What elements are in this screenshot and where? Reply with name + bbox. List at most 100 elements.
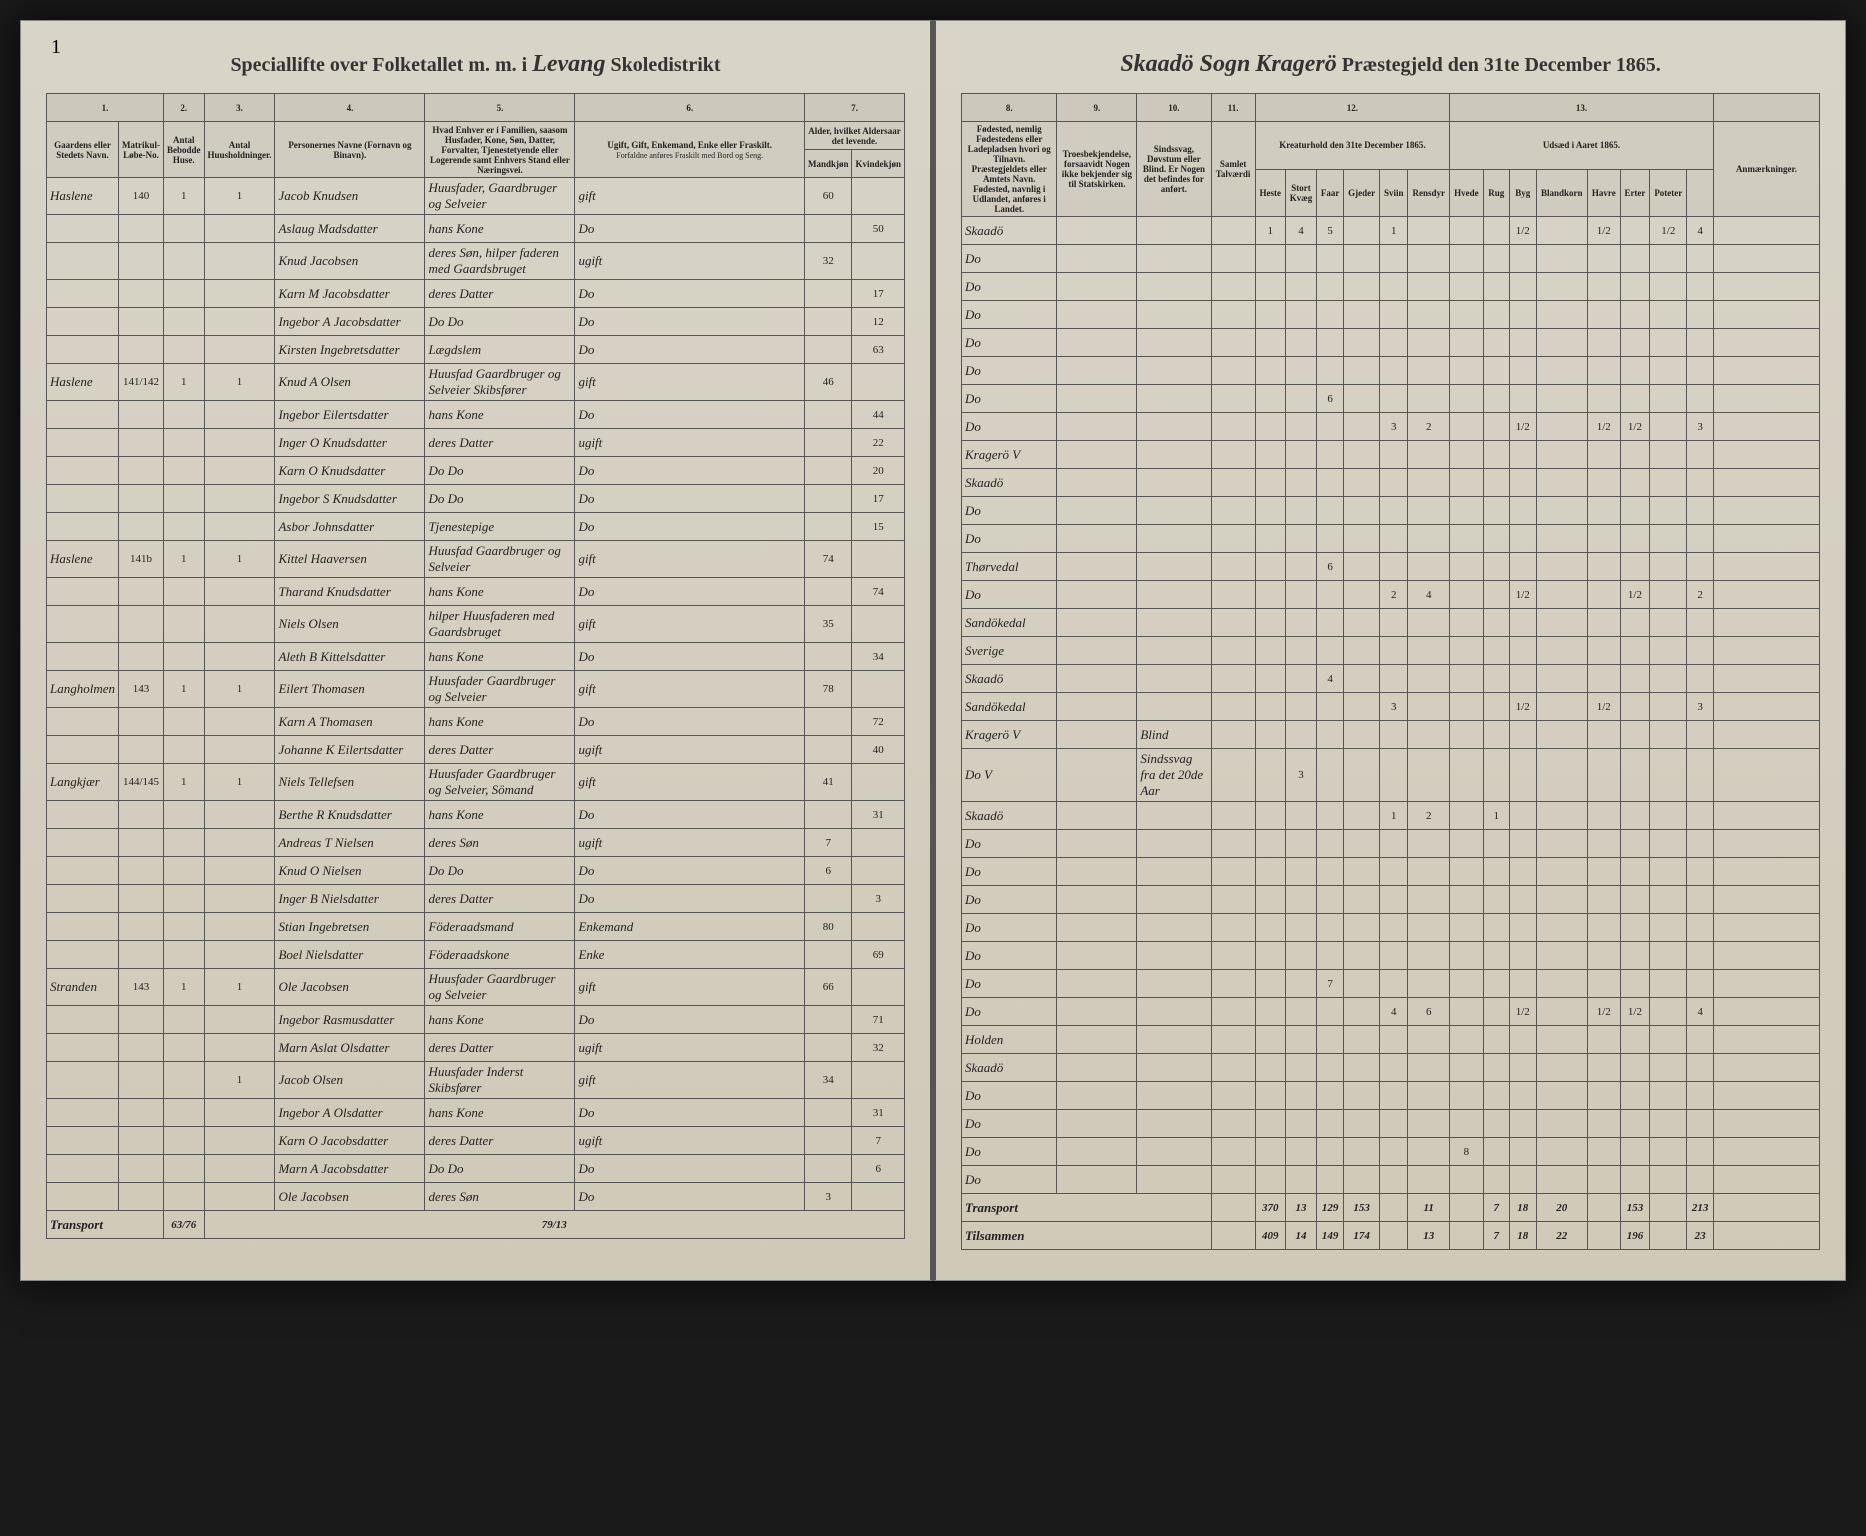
cell-k0: [1255, 914, 1285, 942]
cell-huus: [164, 1099, 205, 1127]
cell-k10: [1587, 970, 1620, 998]
cell-k7: [1483, 637, 1509, 665]
cell-k6: [1450, 245, 1483, 273]
cell-k13: [1687, 553, 1713, 581]
cell-k3: [1344, 301, 1380, 329]
cell-huus: [164, 243, 205, 280]
cell-kvind: 34: [852, 643, 905, 671]
detail-row: Do6: [962, 385, 1820, 413]
cell-k3: [1344, 830, 1380, 858]
cell-matr: 143: [119, 969, 164, 1006]
cell-anm: [1713, 385, 1819, 413]
cell-k10: [1587, 942, 1620, 970]
cell-k13: [1687, 721, 1713, 749]
seed-col: Erter: [1620, 169, 1650, 217]
cell-fode: Do: [962, 886, 1057, 914]
cell-mand: 60: [804, 178, 852, 215]
cell-samlet: [1211, 525, 1255, 553]
cell-k10: [1587, 553, 1620, 581]
cell-navn: Ole Jacobsen: [275, 1183, 425, 1211]
cell-k13: [1687, 802, 1713, 830]
cell-k7: [1483, 497, 1509, 525]
cell-stand: hans Kone: [425, 578, 575, 606]
cell-k3: [1344, 525, 1380, 553]
cell-k7: [1483, 217, 1509, 245]
cell-fode: Sverige: [962, 637, 1057, 665]
cell-k10: [1587, 273, 1620, 301]
cell-huus: [164, 578, 205, 606]
total-val: 11: [1408, 1194, 1450, 1222]
cell-k11: [1620, 469, 1650, 497]
left-header: Speciallifte over Folketallet m. m. i Le…: [46, 51, 905, 78]
cell-mand: [804, 1034, 852, 1062]
cell-kvind: [852, 913, 905, 941]
cell-troes: [1057, 609, 1137, 637]
cell-samlet: [1211, 914, 1255, 942]
cell-civil: ugift: [575, 1127, 805, 1155]
col4: 4.: [275, 94, 425, 122]
right-header: Skaadö Sogn Kragerö Præstegjeld den 31te…: [961, 51, 1820, 78]
cell-k13: [1687, 914, 1713, 942]
cell-k2: 4: [1317, 665, 1344, 693]
cell-matr: [119, 829, 164, 857]
cell-k0: [1255, 413, 1285, 441]
cell-huus: [164, 1183, 205, 1211]
cell-k3: [1344, 665, 1380, 693]
cell-k3: [1344, 749, 1380, 802]
cell-k12: [1650, 637, 1687, 665]
cell-gaard: [47, 913, 119, 941]
cell-k9: [1536, 998, 1587, 1026]
cell-k4: [1380, 609, 1408, 637]
cell-k2: [1317, 301, 1344, 329]
cell-k5: [1408, 886, 1450, 914]
cell-k7: [1483, 998, 1509, 1026]
cell-stand: hans Kone: [425, 1099, 575, 1127]
cell-matr: [119, 336, 164, 364]
col12: 12.: [1255, 94, 1449, 122]
cell-troes: [1057, 329, 1137, 357]
cell-kvind: [852, 1183, 905, 1211]
cell-k11: [1620, 721, 1650, 749]
cell-anm: [1713, 581, 1819, 609]
cell-sinds: [1137, 525, 1211, 553]
cell-k12: [1650, 1026, 1687, 1054]
cell-civil: Do: [575, 708, 805, 736]
cell-k1: [1285, 497, 1316, 525]
hdr-civil: Ugift, Gift, Enkemand, Enke eller Fraski…: [575, 122, 805, 178]
animal-col: Heste: [1255, 169, 1285, 217]
cell-k5: 6: [1408, 998, 1450, 1026]
cell-k10: [1587, 385, 1620, 413]
cell-navn: Karn O Jacobsdatter: [275, 1127, 425, 1155]
cell-k13: [1687, 970, 1713, 998]
cell-sinds: [1137, 1026, 1211, 1054]
cell-gaard: [47, 1183, 119, 1211]
cell-k3: [1344, 998, 1380, 1026]
cell-k10: 1/2: [1587, 998, 1620, 1026]
cell-troes: [1057, 858, 1137, 886]
cell-samlet: [1211, 581, 1255, 609]
detail-row: Do: [962, 525, 1820, 553]
total-val: 129: [1317, 1194, 1344, 1222]
cell-k12: [1650, 469, 1687, 497]
cell-k13: [1687, 1166, 1713, 1194]
detail-row: Do: [962, 942, 1820, 970]
cell-gaard: [47, 280, 119, 308]
cell-k4: [1380, 441, 1408, 469]
cell-sinds: Blind: [1137, 721, 1211, 749]
cell-k2: [1317, 1166, 1344, 1194]
cell-k10: [1587, 914, 1620, 942]
cell-gaard: [47, 401, 119, 429]
cell-k12: [1650, 1082, 1687, 1110]
cell-troes: [1057, 1054, 1137, 1082]
right-table: 8. 9. 10. 11. 12. 13. Fødested, nemlig F…: [961, 93, 1820, 1250]
cell-k8: 1/2: [1510, 581, 1536, 609]
cell-anm: [1713, 637, 1819, 665]
cell-k6: [1450, 609, 1483, 637]
cell-gaard: [47, 336, 119, 364]
cell-k0: 1: [1255, 217, 1285, 245]
cell-navn: Niels Olsen: [275, 606, 425, 643]
cell-k8: 1/2: [1510, 693, 1536, 721]
cell-gaard: Haslene: [47, 541, 119, 578]
cell-civil: Do: [575, 578, 805, 606]
cell-stand: deres Datter: [425, 280, 575, 308]
